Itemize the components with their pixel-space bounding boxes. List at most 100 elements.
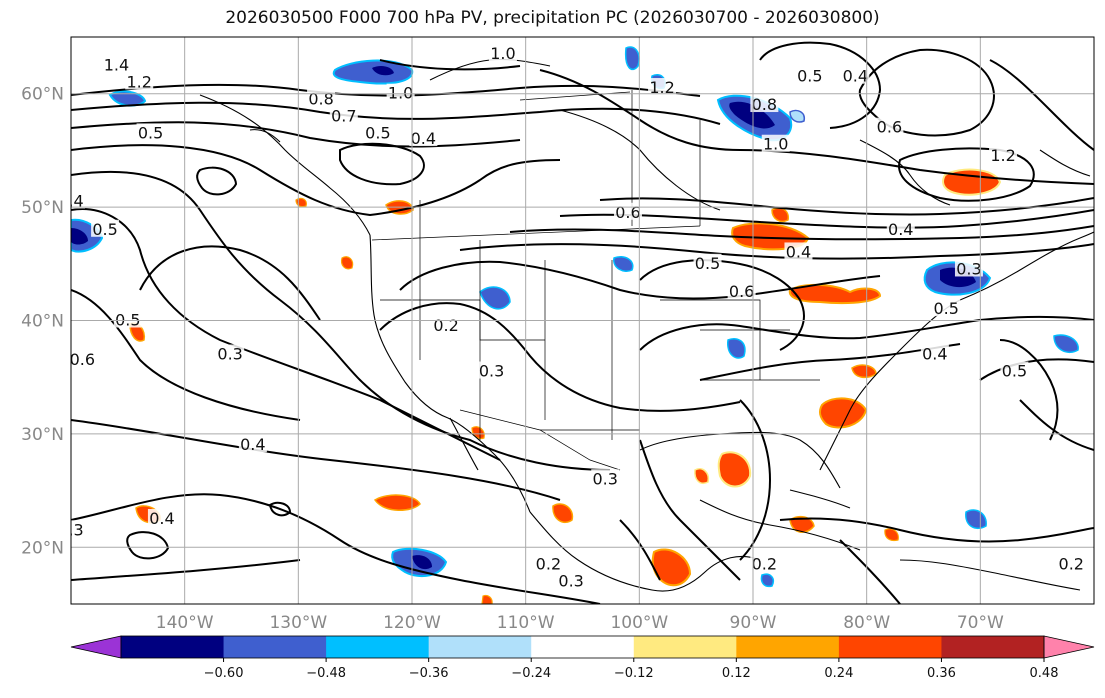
contour-value-label: 0.2 [1057,554,1086,573]
contour-value-label: 0.4 [784,242,813,261]
latitude-label: 60°N [21,85,64,105]
colorbar-segment [428,636,532,658]
contour-value-label: 0.4 [886,219,915,239]
colorbar-extend-min [70,635,122,659]
contour-value-label: 0.5 [363,123,392,142]
contour-value-label: 0.5 [91,219,120,239]
svg-text:0.3: 0.3 [558,571,583,590]
longitude-label: 140°W [156,613,214,633]
svg-text:0.5: 0.5 [1002,362,1027,381]
svg-text:0.4: 0.4 [843,67,868,86]
contour-value-label: 0.4 [147,508,176,528]
svg-text:1.2: 1.2 [990,146,1015,165]
contour-value-label: 0.3 [477,361,506,381]
contour-value-label: 0.4 [920,344,949,364]
svg-text:0.8: 0.8 [308,89,333,108]
graticule [71,37,1094,604]
svg-text:0.6: 0.6 [70,350,95,369]
svg-text:0.8: 0.8 [752,95,777,114]
colorbar-tick-label: 0.12 [722,666,751,681]
colorbar-tick-label: 0.36 [927,666,956,681]
contour-value-label: 0.7 [329,106,358,125]
map-title: 2026030500 F000 700 hPa PV, precipitatio… [225,8,880,28]
map-frame [70,36,1095,605]
colorbar-segment [121,636,225,658]
contour-value-label: 0.2 [750,554,779,573]
contour-value-label: 1.4 [102,55,131,74]
svg-text:1.4: 1.4 [104,55,129,74]
colorbar-tick-label: −0.60 [204,666,244,681]
contour-value-label: 0.3 [58,520,85,539]
svg-text:1.2: 1.2 [126,72,151,91]
latitude-axis: 60°N 50°N 40°N 30°N 20°N [21,85,64,559]
contour-value-label: 0.5 [136,123,165,142]
longitude-label: 120°W [383,613,441,633]
longitude-label: 70°W [957,613,1004,633]
colorbar-extend-max [1043,635,1095,659]
svg-text:0.3: 0.3 [956,259,981,278]
svg-text:0.6: 0.6 [615,203,640,222]
svg-text:0.4: 0.4 [58,191,83,210]
colorbar-segment [531,636,635,658]
contour-value-label: 0.4 [841,66,870,86]
svg-text:0.3: 0.3 [479,362,504,381]
colorbar-tick-label: −0.12 [614,666,654,681]
contour-value-label: 0.7 [47,327,74,347]
contour-value-label: 0.3 [954,259,983,278]
svg-text:0.4: 0.4 [888,220,913,239]
svg-text:0.5: 0.5 [138,123,163,142]
contour-value-label: 0.3 [216,344,245,364]
svg-text:1.2: 1.2 [649,78,674,97]
contour-value-label: 0.4 [238,435,267,454]
colorbar-segment [223,636,327,658]
latitude-label: 30°N [21,425,64,445]
contour-value-label: 0.6 [875,117,904,137]
svg-text:0.5: 0.5 [934,299,959,318]
contour-value-label: 0.4 [58,191,85,210]
contour-labels: 1.01.41.20.8 1.00.70.5 0.40.51.20.80.5 0.41… [47,44,1086,604]
colorbar-segment [633,636,737,658]
svg-text:0.6: 0.6 [729,282,754,301]
longitude-label: 100°W [610,613,668,633]
contour-value-label: 0.2 [534,554,563,573]
latitude-label: 40°N [21,312,64,332]
latitude-label: 50°N [21,198,64,218]
colorbar-tick-label: −0.48 [306,666,346,681]
svg-text:0.7: 0.7 [47,328,72,347]
contour-value-label: 0.2 [432,316,461,335]
longitude-axis: 140°W 130°W 120°W 110°W 100°W 90°W 80°W 70°W [156,613,1004,633]
svg-text:0.2: 0.2 [752,554,777,573]
svg-text:0.3: 0.3 [217,345,242,364]
contour-value-label: 1.2 [989,146,1018,165]
colorbar-tick-label: −0.24 [511,666,551,681]
svg-text:0.4: 0.4 [149,509,174,528]
precip-positive-areas [129,168,1002,604]
svg-text:0.4: 0.4 [922,345,947,364]
svg-text:0.3: 0.3 [58,520,83,539]
contour-value-label: 0.8 [750,95,779,114]
svg-text:0.2: 0.2 [536,554,561,573]
longitude-label: 130°W [269,613,327,633]
colorbar-tick-label: 0.48 [1030,666,1059,681]
contour-value-label: 0.6 [613,202,642,222]
longitude-label: 110°W [497,613,555,633]
svg-text:0.5: 0.5 [797,67,822,86]
contour-value-label: 1.0 [488,44,517,63]
colorbar-segment [941,636,1045,658]
contour-value-label: 1.0 [761,134,790,154]
colorbar-tick-label: −0.36 [409,666,449,681]
contour-value-label: 0.4 [409,129,438,148]
svg-text:0.7: 0.7 [331,106,356,125]
contour-value-label: 0.3 [557,571,586,590]
svg-text:0.5: 0.5 [695,254,720,273]
svg-text:1.0: 1.0 [763,135,788,154]
svg-text:0.5: 0.5 [365,123,390,142]
svg-text:0.3: 0.3 [593,469,618,488]
contour-value-label: 1.2 [648,78,677,97]
svg-text:0.6: 0.6 [877,118,902,137]
contour-value-label: 0.5 [932,299,961,318]
contour-value-label: 1.2 [125,72,154,91]
colorbar: −0.60 −0.48 −0.36 −0.24 −0.12 0.12 0.24 0.36 0.4… [70,635,1095,681]
svg-text:0.2: 0.2 [433,316,458,335]
